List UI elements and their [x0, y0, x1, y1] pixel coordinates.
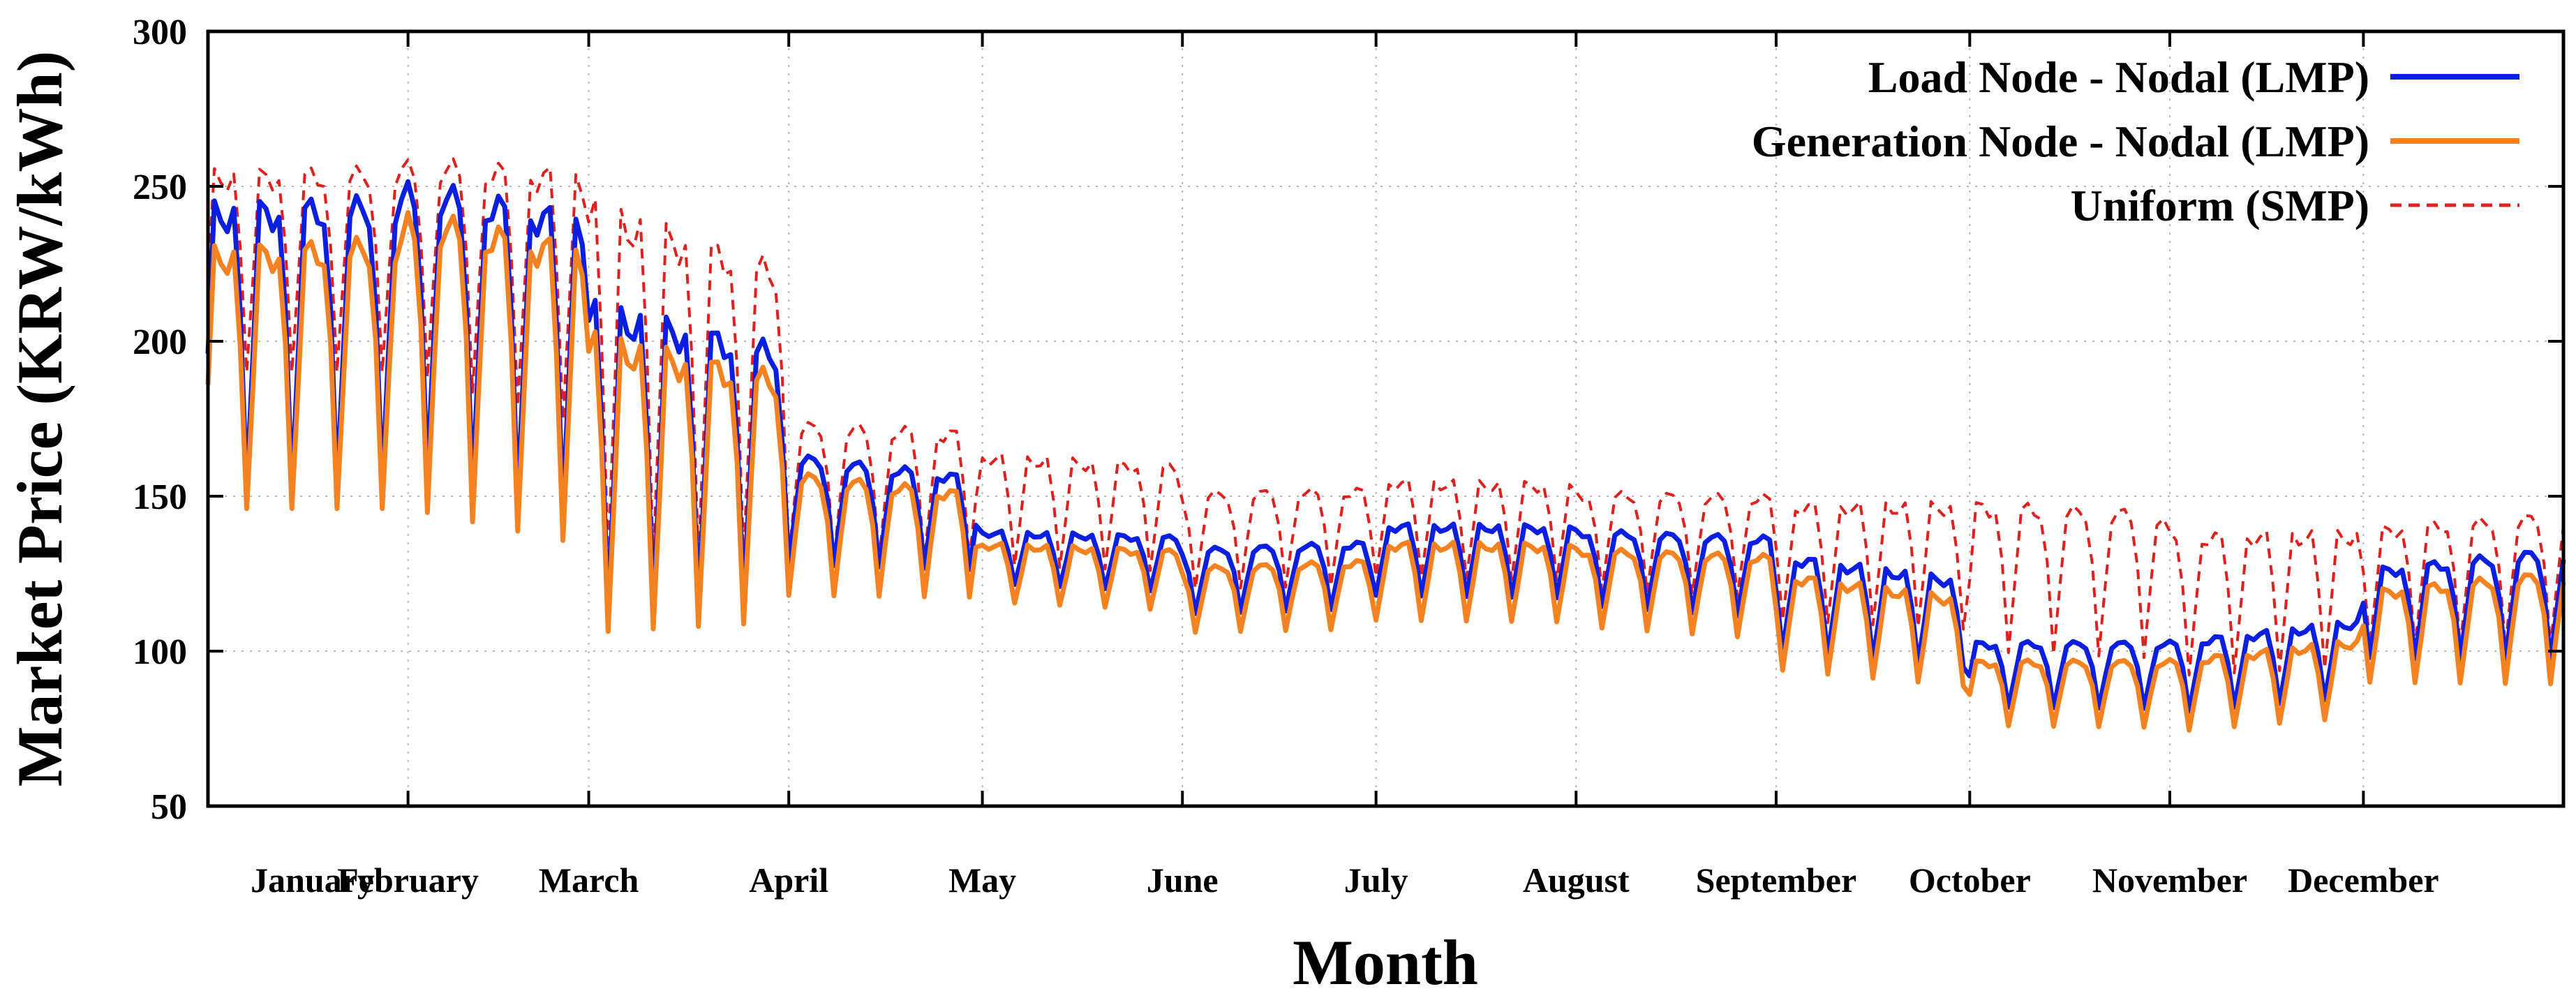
- x-tick-label: September: [1696, 861, 1857, 900]
- x-tick-label: March: [539, 861, 639, 900]
- legend-label: Load Node - Nodal (LMP): [1868, 52, 2369, 102]
- x-tick-label: April: [749, 861, 828, 900]
- x-tick-label: December: [2288, 861, 2439, 900]
- y-tick-label: 250: [133, 168, 187, 207]
- series-lines: [205, 157, 2566, 733]
- x-axis-title: Month: [1293, 927, 1478, 998]
- x-tick-label: July: [1344, 861, 1408, 900]
- legend-label: Generation Node - Nodal (LMP): [1752, 117, 2369, 166]
- legend-label: Uniform (SMP): [2071, 181, 2369, 230]
- y-tick-label: 200: [133, 322, 187, 362]
- x-tick-label: June: [1147, 861, 1219, 900]
- y-axis-title: Market Price (KRW/kWh): [4, 51, 75, 787]
- y-axis-ticks: 50 100 150 200 250 300: [133, 13, 2563, 827]
- grid-lines: [208, 31, 2563, 806]
- x-tick-label: May: [948, 861, 1016, 900]
- y-tick-label: 150: [133, 477, 187, 517]
- y-tick-label: 300: [133, 13, 187, 52]
- x-tick-label: February: [337, 861, 479, 900]
- x-tick-label: November: [2092, 861, 2247, 900]
- plot-frame: [206, 29, 2566, 808]
- x-tick-label: October: [1909, 861, 2031, 900]
- legend: Load Node - Nodal (LMP) Generation Node -…: [1752, 52, 2519, 230]
- x-tick-label: January: [251, 861, 375, 900]
- x-tick-label: August: [1523, 861, 1630, 900]
- y-tick-label: 100: [133, 632, 187, 672]
- y-tick-label: 50: [151, 787, 187, 827]
- series-line-generation-node-lmp: [205, 209, 2566, 733]
